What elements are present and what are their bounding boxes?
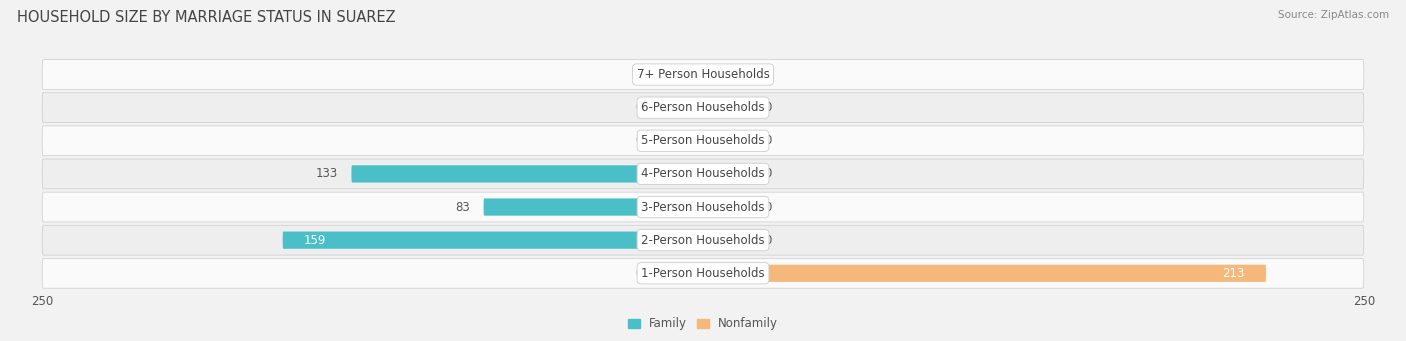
Text: 6-Person Households: 6-Person Households — [641, 101, 765, 114]
FancyBboxPatch shape — [655, 132, 703, 149]
FancyBboxPatch shape — [703, 265, 1265, 282]
FancyBboxPatch shape — [703, 66, 751, 83]
Text: 0: 0 — [636, 68, 643, 81]
FancyBboxPatch shape — [42, 60, 1364, 89]
FancyBboxPatch shape — [283, 232, 703, 249]
Text: 0: 0 — [763, 101, 770, 114]
FancyBboxPatch shape — [42, 93, 1364, 122]
Text: 1-Person Households: 1-Person Households — [641, 267, 765, 280]
FancyBboxPatch shape — [703, 232, 751, 249]
Text: 213: 213 — [1222, 267, 1244, 280]
Text: 0: 0 — [636, 267, 643, 280]
FancyBboxPatch shape — [42, 192, 1364, 222]
Text: 4-Person Households: 4-Person Households — [641, 167, 765, 180]
FancyBboxPatch shape — [484, 198, 703, 216]
Legend: Family, Nonfamily: Family, Nonfamily — [623, 312, 783, 335]
Text: 3-Person Households: 3-Person Households — [641, 201, 765, 213]
Text: 7+ Person Households: 7+ Person Households — [637, 68, 769, 81]
Text: 2-Person Households: 2-Person Households — [641, 234, 765, 247]
Text: 159: 159 — [304, 234, 326, 247]
FancyBboxPatch shape — [703, 99, 751, 116]
FancyBboxPatch shape — [42, 126, 1364, 156]
FancyBboxPatch shape — [42, 159, 1364, 189]
Text: 0: 0 — [763, 201, 770, 213]
FancyBboxPatch shape — [703, 165, 751, 182]
FancyBboxPatch shape — [352, 165, 703, 182]
Text: 0: 0 — [763, 234, 770, 247]
Text: 133: 133 — [316, 167, 339, 180]
Text: 0: 0 — [763, 167, 770, 180]
FancyBboxPatch shape — [42, 225, 1364, 255]
Text: 83: 83 — [456, 201, 471, 213]
FancyBboxPatch shape — [655, 99, 703, 116]
Text: HOUSEHOLD SIZE BY MARRIAGE STATUS IN SUAREZ: HOUSEHOLD SIZE BY MARRIAGE STATUS IN SUA… — [17, 10, 395, 25]
FancyBboxPatch shape — [655, 66, 703, 83]
Text: 0: 0 — [636, 134, 643, 147]
Text: 0: 0 — [763, 68, 770, 81]
Text: Source: ZipAtlas.com: Source: ZipAtlas.com — [1278, 10, 1389, 20]
FancyBboxPatch shape — [703, 132, 751, 149]
FancyBboxPatch shape — [655, 265, 703, 282]
Text: 0: 0 — [636, 101, 643, 114]
FancyBboxPatch shape — [42, 258, 1364, 288]
FancyBboxPatch shape — [703, 198, 751, 216]
Text: 0: 0 — [763, 134, 770, 147]
Text: 5-Person Households: 5-Person Households — [641, 134, 765, 147]
